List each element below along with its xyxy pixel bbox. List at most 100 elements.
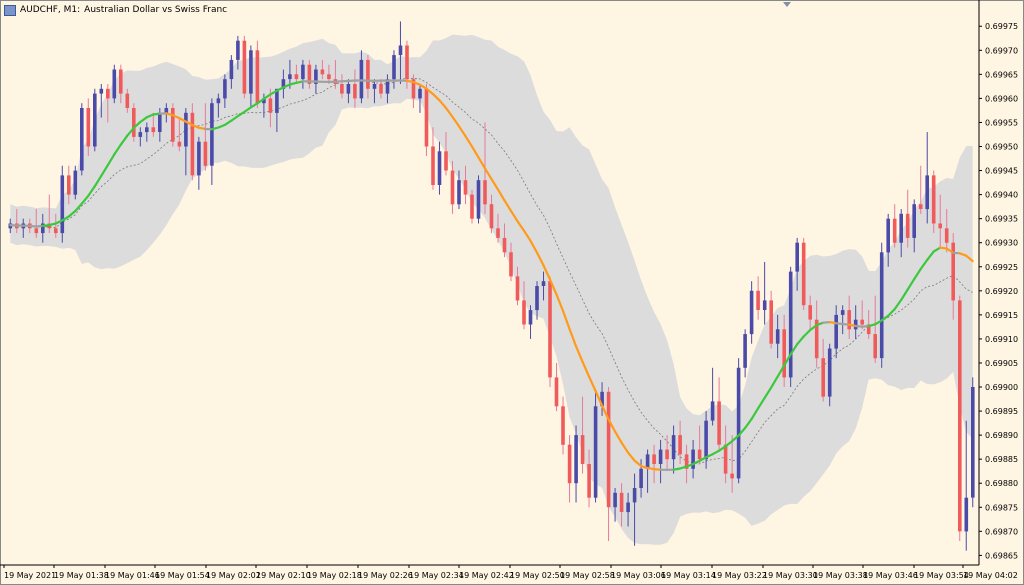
candle-body: [866, 324, 871, 335]
ma-segment: [769, 375, 779, 389]
candle: [814, 300, 819, 368]
ma-segment: [139, 116, 148, 124]
candle-body: [743, 334, 747, 368]
candle-body: [132, 108, 136, 137]
candle: [457, 170, 461, 210]
ma-segment: [48, 222, 57, 227]
candle: [658, 439, 663, 484]
candle: [424, 83, 429, 157]
x-tick-label: 19 May 03:30: [763, 571, 818, 580]
ma-segment: [113, 143, 122, 156]
candle-body: [775, 329, 780, 344]
candle: [73, 165, 78, 200]
candle: [34, 209, 39, 238]
candle: [808, 295, 812, 330]
envelope-midline: [10, 77, 973, 465]
ma-segment: [809, 324, 818, 332]
y-tick-label: 0.69915: [985, 311, 1018, 320]
candle: [853, 305, 858, 339]
y-tick-label: 0.69870: [985, 527, 1018, 536]
candle-body: [379, 84, 383, 94]
ma-segment: [269, 89, 278, 96]
candle: [93, 88, 97, 152]
candle-body: [639, 468, 643, 488]
candle: [190, 103, 195, 181]
ma-segment: [171, 114, 181, 120]
candle-body: [827, 348, 832, 397]
candle: [925, 132, 929, 224]
candle-body: [788, 271, 793, 378]
candle-body: [834, 314, 838, 349]
x-tick-label: 19 May 02:50: [510, 571, 565, 580]
ma-segment: [815, 321, 825, 327]
candle-body: [41, 223, 45, 234]
candle-body: [158, 112, 162, 132]
ma-segment: [750, 407, 760, 421]
candle: [821, 338, 825, 402]
candle-body: [626, 502, 630, 513]
candle-body: [301, 64, 305, 80]
candle-body: [509, 252, 513, 277]
candle-body: [327, 74, 331, 80]
candle-body: [632, 488, 637, 503]
candle: [502, 223, 507, 258]
candle: [210, 98, 214, 185]
ma-segment: [763, 386, 773, 400]
ma-segment: [607, 418, 617, 433]
candle-body: [808, 305, 812, 320]
ma-segment: [717, 445, 727, 452]
candle-body: [717, 401, 721, 445]
ma-segment: [581, 360, 591, 378]
candle: [359, 50, 364, 104]
candle-body: [262, 98, 266, 104]
candle-body: [925, 175, 929, 210]
candle: [652, 444, 656, 484]
ma-segment: [945, 247, 955, 254]
ma-segment: [756, 396, 766, 410]
candle: [613, 488, 617, 522]
candle: [632, 473, 637, 546]
candle-body: [899, 213, 903, 243]
ma-segment: [412, 80, 422, 86]
candle: [67, 165, 71, 205]
candle-body: [535, 286, 539, 311]
candle-body: [749, 290, 754, 335]
candle: [931, 170, 936, 234]
candle-body: [658, 449, 663, 464]
ma-segment: [887, 308, 896, 317]
candle: [749, 281, 754, 344]
candle-body: [879, 252, 884, 359]
candle-body: [873, 334, 877, 359]
candle-body: [457, 180, 461, 205]
candle: [691, 439, 695, 479]
candle: [918, 165, 923, 214]
candle: [60, 165, 65, 243]
x-tick-label: 19 May 2021: [4, 571, 56, 580]
candle: [294, 64, 299, 84]
x-tick-label: 19 May 03:06: [611, 571, 666, 580]
ma-segment: [600, 404, 610, 421]
candle: [301, 59, 305, 89]
x-tick-label: 19 May 03:22: [712, 571, 767, 580]
candle: [125, 88, 130, 113]
ma-segment: [900, 288, 909, 301]
candle-body: [502, 237, 507, 253]
candle: [255, 40, 260, 109]
candle: [678, 420, 682, 464]
candle-body: [125, 93, 130, 108]
ma-segment: [451, 115, 461, 128]
x-tick-label: 19 May 02:02: [206, 571, 261, 580]
candle-body: [346, 84, 351, 94]
candle: [463, 165, 468, 205]
y-tick-label: 0.69920: [985, 287, 1018, 296]
candle: [112, 64, 117, 104]
candle-body: [496, 228, 500, 238]
y-tick-label: 0.69895: [985, 407, 1018, 416]
candle: [801, 237, 806, 311]
candle-body: [54, 228, 58, 234]
y-tick-label: 0.69960: [985, 94, 1018, 103]
candle: [704, 411, 708, 469]
candle-body: [665, 449, 669, 460]
